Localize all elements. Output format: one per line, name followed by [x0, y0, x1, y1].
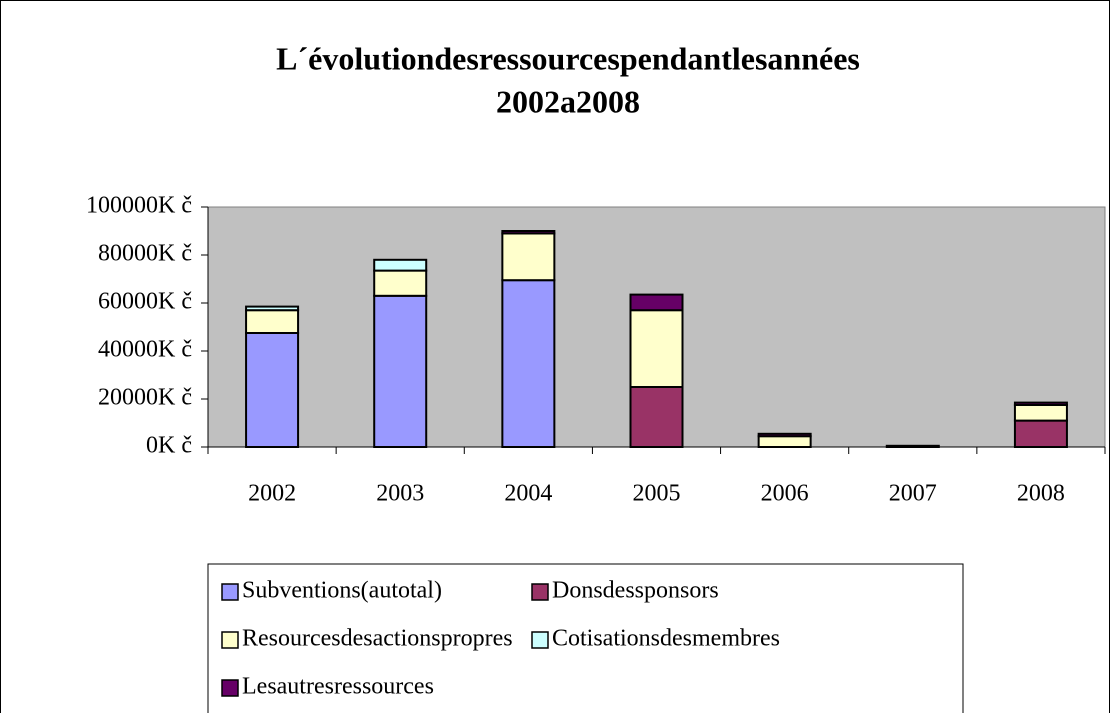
bar-segment [1013, 419, 1068, 449]
bar-segment [885, 444, 940, 448]
legend-swatch [221, 631, 239, 649]
legend-label: Subventions(autotal) [242, 578, 442, 604]
y-tick-label: 40000K č [98, 337, 192, 363]
y-tick-label: 60000K č [98, 289, 192, 315]
legend-swatch [221, 583, 239, 601]
y-tick-label: 80000K č [98, 241, 192, 267]
legend-box [207, 563, 964, 713]
x-tick-label: 2004 [504, 481, 552, 507]
legend-swatch [531, 631, 549, 649]
legend-label: Donsdessponsors [552, 578, 719, 604]
legend-label: Cotisationsdesmembres [552, 626, 780, 652]
legend-label: Resourcesdesactionspropres [242, 626, 513, 652]
bar-segment [501, 279, 556, 449]
chart-subtitle: 2002a2008 [496, 83, 640, 119]
bar-segment [245, 305, 300, 312]
chart-title: L´évolutiondesressourcespendantlesannées [276, 40, 860, 76]
bar-segment [501, 232, 556, 282]
bar-segment [373, 294, 428, 448]
legend-swatch [221, 679, 239, 697]
bar-segment [245, 332, 300, 448]
x-tick-label: 2008 [1017, 481, 1065, 507]
x-tick-label: 2007 [889, 481, 937, 507]
bar-segment [629, 386, 684, 448]
legend-swatch [531, 583, 549, 601]
bar-segment [245, 309, 300, 335]
bar-segment [629, 309, 684, 389]
bar-segment [1013, 404, 1068, 422]
bar-segment [373, 269, 428, 297]
x-tick-label: 2005 [633, 481, 681, 507]
legend-label: Lesautresressources [242, 674, 434, 700]
x-tick-label: 2003 [376, 481, 424, 507]
bar-segment [373, 258, 428, 272]
y-tick-label: 100000K č [86, 193, 192, 219]
y-tick-label: 20000K č [98, 385, 192, 411]
x-tick-label: 2002 [248, 481, 296, 507]
bar-segment [629, 293, 684, 312]
bar-segment [501, 230, 556, 235]
bar-segment [1013, 401, 1068, 407]
y-tick-label: 0K č [146, 433, 192, 459]
x-tick-label: 2006 [761, 481, 809, 507]
bar-segment [757, 435, 812, 449]
bar-segment [757, 432, 812, 438]
